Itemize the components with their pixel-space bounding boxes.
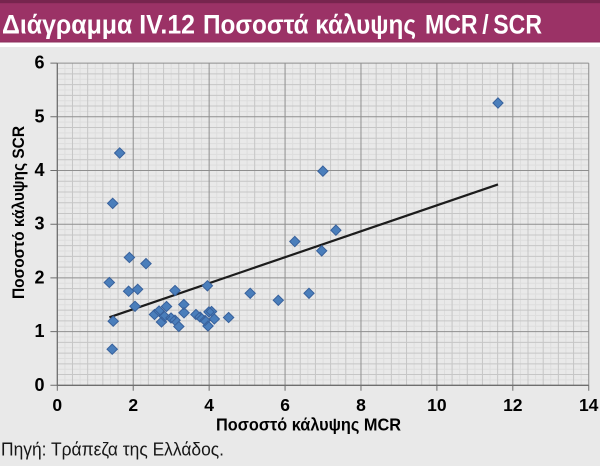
svg-text:8: 8 — [356, 395, 366, 415]
svg-text:1: 1 — [34, 321, 44, 341]
svg-text:4: 4 — [34, 160, 44, 180]
svg-text:0: 0 — [34, 375, 44, 395]
svg-text:0: 0 — [52, 395, 62, 415]
svg-text:12: 12 — [503, 395, 523, 415]
svg-text:Διάγραμμα IV.12: Διάγραμμα IV.12 — [2, 9, 195, 39]
svg-text:Πηγή: Τράπεζα της Ελλάδος.: Πηγή: Τράπεζα της Ελλάδος. — [1, 440, 224, 460]
svg-text:Ποσοστά κάλυψης: Ποσοστά κάλυψης — [203, 9, 416, 39]
svg-text:MCR / SCR: MCR / SCR — [425, 9, 542, 39]
svg-text:Ποσοστό κάλυψης MCR: Ποσοστό κάλυψης MCR — [216, 414, 401, 434]
svg-text:2: 2 — [34, 267, 44, 287]
svg-text:10: 10 — [427, 395, 447, 415]
svg-text:14: 14 — [579, 395, 599, 415]
svg-text:4: 4 — [204, 395, 214, 415]
svg-text:6: 6 — [280, 395, 290, 415]
svg-text:5: 5 — [34, 106, 44, 126]
svg-text:3: 3 — [34, 214, 44, 234]
svg-text:6: 6 — [34, 53, 44, 73]
svg-text:2: 2 — [128, 395, 138, 415]
svg-text:Ποσοστό κάλυψης SCR: Ποσοστό κάλυψης SCR — [9, 126, 28, 299]
